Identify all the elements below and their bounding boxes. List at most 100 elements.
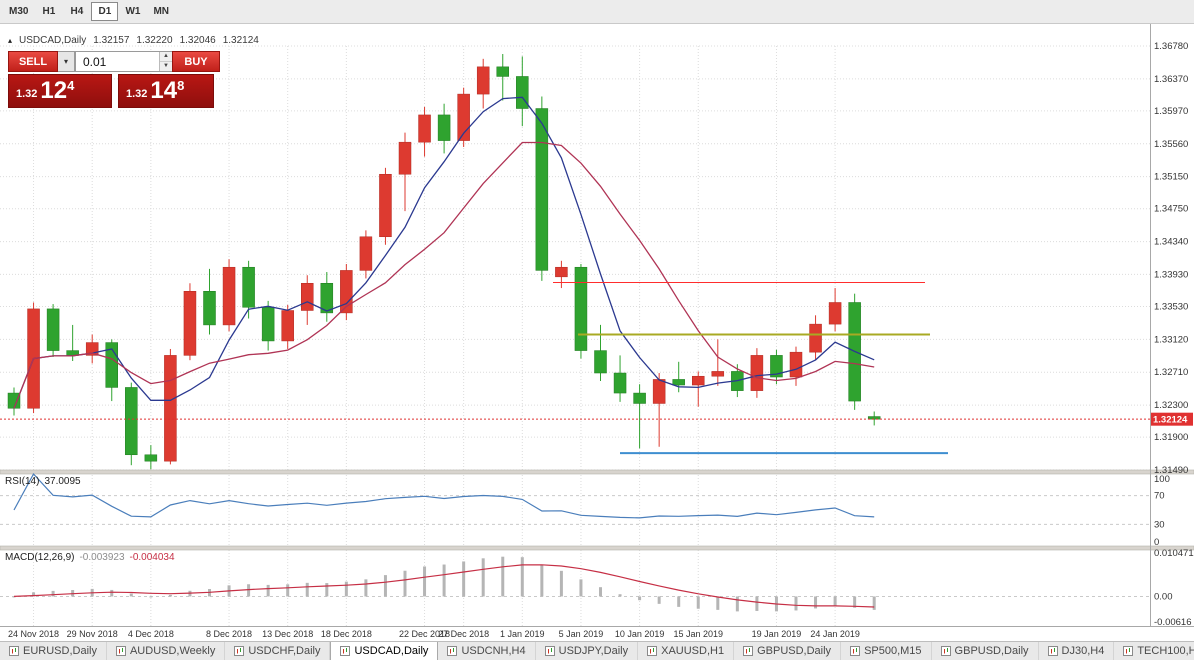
price-axis-label: 1.33530 <box>1154 301 1188 312</box>
chart-tab-icon <box>115 646 126 656</box>
date-axis-label: 4 Dec 2018 <box>128 629 174 639</box>
date-axis-label: 15 Jan 2019 <box>673 629 723 639</box>
date-axis-label: 10 Jan 2019 <box>615 629 665 639</box>
chart-canvas[interactable]: 1.36780 1.36370 1.35970 1.35560 1.35150 1.347… <box>0 24 1194 641</box>
price-axis-label: 1.32710 <box>1154 367 1188 378</box>
macd-indicator-label: MACD(12,26,9) -0.003923 -0.004034 <box>5 552 175 563</box>
lot-size-value: 0.01 <box>83 54 107 69</box>
chart-window[interactable]: ▴ USDCAD,Daily 1.32157 1.32220 1.32046 1… <box>0 24 1194 641</box>
macd-axis-label: -0.00616 <box>1154 617 1192 628</box>
price-axis-label: 1.36370 <box>1154 74 1188 85</box>
lot-size-input[interactable]: 0.01 ▲ ▼ <box>75 51 172 72</box>
ask-base: 1.32 <box>126 88 148 100</box>
ohlc-high: 1.32220 <box>136 35 173 46</box>
price-axis-label: 1.31900 <box>1154 432 1188 443</box>
chart-tab-label: USDCNH,H4 <box>461 645 526 657</box>
price-axis-label: 1.35560 <box>1154 139 1188 150</box>
rsi-indicator-label: RSI(14) 37.0095 <box>5 476 81 487</box>
symbol-title: USDCAD,Daily <box>19 35 87 46</box>
chart-tab-usdchf-daily[interactable]: USDCHF,Daily <box>225 642 331 660</box>
lot-dropdown-button[interactable]: ▾ <box>58 51 75 72</box>
chart-ohlc-header: ▴ USDCAD,Daily 1.32157 1.32220 1.32046 1… <box>8 35 259 46</box>
chart-tab-icon <box>447 646 458 656</box>
chart-tab-eurusd-daily[interactable]: EURUSD,Daily <box>0 642 107 660</box>
rsi-axis-label: 0 <box>1154 537 1159 548</box>
chart-tab-dj30-h4[interactable]: DJ30,H4 <box>1039 642 1115 660</box>
bid-pips: 12 <box>40 77 68 104</box>
bid-frac: 4 <box>67 78 75 93</box>
lot-stepper: ▲ ▼ <box>159 52 172 71</box>
ask-price-display[interactable]: 1.32 14 8 <box>118 74 214 108</box>
chevron-down-icon: ▾ <box>63 57 68 66</box>
timeframe-button-w1[interactable]: W1 <box>119 2 146 21</box>
bid-base: 1.32 <box>16 88 38 100</box>
lot-decrement-button[interactable]: ▼ <box>160 62 172 71</box>
date-axis-label: 19 Jan 2019 <box>752 629 802 639</box>
chart-tab-sp500-m15[interactable]: SP500,M15 <box>841 642 932 660</box>
chart-tab-audusd-weekly[interactable]: AUDUSD,Weekly <box>107 642 226 660</box>
chart-tab-gbpusd-daily[interactable]: GBPUSD,Daily <box>932 642 1039 660</box>
chart-tab-icon <box>544 646 555 656</box>
ohlc-low: 1.32046 <box>179 35 216 46</box>
chart-tab-icon <box>850 646 861 656</box>
date-axis-label: 29 Nov 2018 <box>67 629 118 639</box>
chart-tab-gbpusd-daily[interactable]: GBPUSD,Daily <box>734 642 842 660</box>
candlestick-series <box>7 54 881 470</box>
macd-axis-label: 0.00 <box>1154 591 1173 602</box>
lot-increment-button[interactable]: ▲ <box>160 52 172 62</box>
rsi-axis-label: 100 <box>1154 474 1170 485</box>
chart-tabs-bar: EURUSD,Daily AUDUSD,Weekly USDCHF,Daily USD… <box>0 641 1194 660</box>
chart-tab-label: USDCHF,Daily <box>248 645 321 657</box>
chart-tab-icon <box>234 646 245 656</box>
date-axis-label: 24 Jan 2019 <box>810 629 860 639</box>
timeframe-button-h1[interactable]: H1 <box>35 2 62 21</box>
chart-tab-label: EURUSD,Daily <box>23 645 97 657</box>
ma-slow-line <box>13 141 875 409</box>
macd-signal-value: -0.004034 <box>129 552 175 563</box>
chart-tab-label: TECH100,H1 <box>1137 645 1194 657</box>
macd-name: MACD(12,26,9) <box>5 552 75 563</box>
chart-tab-xauusd-h1[interactable]: XAUUSD,H1 <box>638 642 735 660</box>
chart-tab-label: XAUUSD,H1 <box>661 645 725 657</box>
timeframe-toolbar: M30 H1 H4 D1 W1 MN <box>0 0 1194 24</box>
timeframe-button-mn[interactable]: MN <box>147 2 175 21</box>
pane-separator-1[interactable] <box>0 545 1194 551</box>
chart-tab-icon <box>940 646 951 656</box>
buy-button[interactable]: BUY <box>172 51 220 72</box>
date-axis-label: 13 Dec 2018 <box>262 629 313 639</box>
chart-tab-label: GBPUSD,Daily <box>757 645 832 657</box>
chart-tab-label: AUDUSD,Weekly <box>129 645 216 657</box>
chart-tab-label: SP500,M15 <box>864 645 922 657</box>
date-axis-label: 1 Jan 2019 <box>500 629 545 639</box>
timeframe-button-d1[interactable]: D1 <box>91 2 119 21</box>
bid-price-display[interactable]: 1.32 12 4 <box>8 74 112 108</box>
date-axis-label: 24 Nov 2018 <box>8 629 59 639</box>
rsi-axis-label: 30 <box>1154 519 1165 530</box>
price-axis-label: 1.33930 <box>1154 269 1188 280</box>
price-axis-label: 1.34750 <box>1154 204 1188 215</box>
pane-separator-0[interactable] <box>0 469 1194 475</box>
price-axis-label: 1.35970 <box>1154 106 1188 117</box>
timeframe-button-h4[interactable]: H4 <box>63 2 90 21</box>
chart-tab-label: DJ30,H4 <box>1061 645 1105 657</box>
chart-tab-label: GBPUSD,Daily <box>954 645 1029 657</box>
symbol-expand-icon: ▴ <box>8 36 13 45</box>
one-click-trading-panel: SELL ▾ 0.01 ▲ ▼ BUY 1.32 12 4 1.32 14 <box>8 51 220 108</box>
chart-tab-usdcnh-h4[interactable]: USDCNH,H4 <box>438 642 536 660</box>
rsi-value: 37.0095 <box>44 476 81 487</box>
timeframe-button-m30[interactable]: M30 <box>3 2 34 21</box>
chart-tab-usdjpy-daily[interactable]: USDJPY,Daily <box>536 642 639 660</box>
price-axis-label: 1.33120 <box>1154 334 1188 345</box>
chart-tab-icon <box>743 646 754 656</box>
rsi-line <box>13 472 875 519</box>
sell-button[interactable]: SELL <box>8 51 58 72</box>
chart-tab-usdcad-daily[interactable]: USDCAD,Daily <box>330 642 439 660</box>
date-axis-label: 22 Dec 2018 <box>399 629 450 639</box>
date-axis-label: 5 Jan 2019 <box>559 629 604 639</box>
chart-tab-tech100-h1[interactable]: TECH100,H1 <box>1114 642 1194 660</box>
macd-signal-line <box>13 564 875 608</box>
macd-main-value: -0.003923 <box>79 552 125 563</box>
date-axis-label: 27 Dec 2018 <box>438 629 489 639</box>
chart-tab-icon <box>9 646 19 656</box>
chart-tab-icon <box>340 646 351 656</box>
